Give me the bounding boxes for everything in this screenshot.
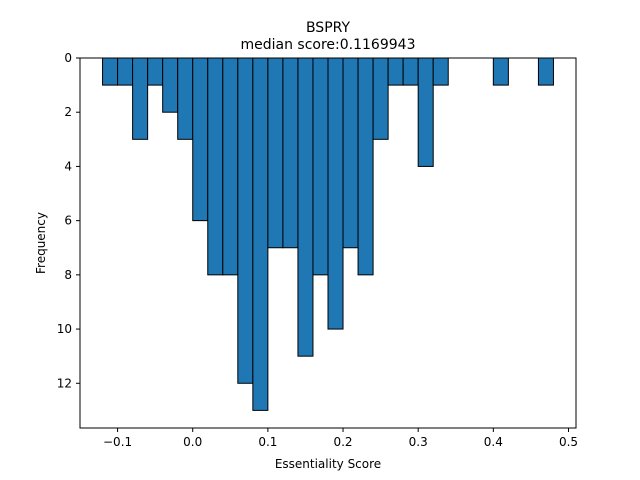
histogram-bar xyxy=(147,57,164,86)
histogram-bar xyxy=(372,57,389,140)
x-axis-label: Essentiality Score xyxy=(275,457,381,471)
x-tick-label: 0.0 xyxy=(183,435,202,449)
histogram-bar xyxy=(357,57,374,276)
histogram-bar xyxy=(207,57,224,276)
y-tick-label: 12 xyxy=(57,376,72,390)
x-tick-label: 0.3 xyxy=(409,435,428,449)
histogram-bar xyxy=(417,57,434,167)
histogram-bar xyxy=(327,57,344,330)
histogram-bar xyxy=(222,57,239,276)
x-tick-label: 0.2 xyxy=(333,435,352,449)
histogram-bar xyxy=(432,57,449,86)
chart-title: BSPRY xyxy=(306,20,351,36)
y-tick-label: 4 xyxy=(64,159,72,173)
histogram-bar xyxy=(282,57,299,249)
histogram-bar xyxy=(297,57,314,357)
histogram-bar xyxy=(192,57,209,222)
bars-group xyxy=(102,57,554,411)
x-tick-label: 0.1 xyxy=(258,435,277,449)
y-tick-label: 8 xyxy=(64,268,72,282)
x-tick-label: 0.5 xyxy=(559,435,578,449)
x-tick-label: −0.1 xyxy=(103,435,132,449)
histogram-bar xyxy=(492,57,509,86)
y-tick-label: 2 xyxy=(64,105,72,119)
x-axis-ticks: −0.1 0.0 0.1 0.2 0.3 0.4 0.5 xyxy=(103,428,578,449)
histogram-bar xyxy=(342,57,359,249)
histogram-bar xyxy=(387,57,404,86)
histogram-bar xyxy=(267,57,284,249)
y-axis-label: Frequency xyxy=(34,212,48,274)
histogram-bar xyxy=(117,57,134,86)
histogram-bar xyxy=(537,57,554,86)
histogram-bar xyxy=(132,57,149,140)
y-tick-label: 0 xyxy=(64,51,72,65)
histogram-bar xyxy=(237,57,254,384)
histogram-bar xyxy=(177,57,194,140)
y-tick-label: 6 xyxy=(64,214,72,228)
chart-subtitle: median score:0.1169943 xyxy=(241,37,416,53)
x-tick-label: 0.4 xyxy=(484,435,503,449)
histogram-bar xyxy=(402,57,419,86)
histogram-bar xyxy=(162,57,179,113)
histogram-bar xyxy=(252,57,269,411)
y-axis-ticks: 0 2 4 6 8 10 12 xyxy=(57,51,80,390)
plot-frame xyxy=(79,57,577,429)
histogram-bar xyxy=(102,57,119,86)
y-tick-label: 10 xyxy=(57,322,72,336)
histogram-bar xyxy=(312,57,329,276)
